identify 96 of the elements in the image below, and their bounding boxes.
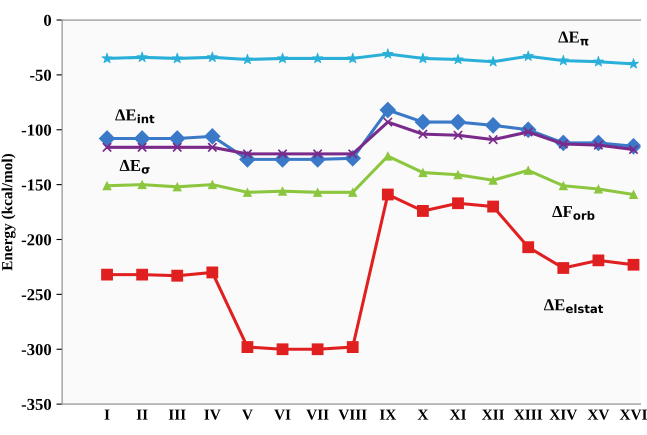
point	[278, 186, 288, 196]
y-axis-title: Energy (kcal/mol)	[2, 154, 16, 271]
point	[628, 58, 640, 69]
y-tick-label: 0	[44, 14, 52, 26]
x-tick-label: II	[136, 410, 148, 420]
point	[206, 266, 218, 278]
point	[101, 268, 113, 281]
point	[242, 341, 254, 353]
point	[278, 148, 288, 159]
point	[136, 268, 148, 281]
point	[276, 343, 288, 356]
point	[558, 54, 569, 66]
point	[594, 184, 603, 194]
point	[450, 114, 466, 130]
point	[206, 51, 218, 62]
x-tick-label: XI	[450, 410, 466, 420]
x-tick-label: X	[418, 410, 428, 420]
x-tick-label: XV	[588, 410, 610, 420]
series-label: ΔF$_{orb}$	[552, 206, 594, 220]
point	[98, 130, 116, 147]
point	[171, 270, 184, 282]
point	[136, 51, 148, 62]
point	[417, 205, 429, 217]
point	[382, 188, 394, 200]
point	[134, 130, 150, 147]
point	[628, 258, 640, 271]
point	[313, 188, 322, 197]
point	[102, 142, 112, 152]
point	[452, 54, 464, 64]
point	[208, 180, 217, 190]
point	[487, 56, 499, 67]
point	[102, 181, 112, 190]
point	[417, 52, 429, 64]
x-tick-label: I	[104, 410, 110, 420]
point	[347, 52, 358, 64]
point	[453, 130, 464, 140]
point	[484, 117, 502, 134]
point	[242, 148, 252, 159]
series-label: ΔE$_{σ}$	[120, 160, 150, 174]
series-label: ΔE$_{elstat}$	[544, 299, 604, 314]
point	[522, 50, 534, 62]
series-label: ΔE$_{int}$	[115, 109, 154, 124]
y-tick-label: -250	[22, 289, 52, 300]
point	[418, 129, 428, 140]
point	[558, 181, 568, 190]
x-tick-label: VII	[306, 410, 329, 420]
x-tick-label: III	[168, 410, 186, 420]
point	[137, 142, 148, 152]
y-tick-label: -200	[22, 234, 52, 246]
point	[452, 197, 464, 210]
point	[488, 176, 498, 185]
point	[382, 117, 393, 128]
series-label: ΔE$_{π}$	[558, 32, 588, 46]
point	[172, 52, 183, 64]
x-tick-label: XIII	[514, 410, 542, 420]
x-tick-label: VI	[274, 410, 291, 420]
point	[312, 52, 324, 64]
y-tick-label: -150	[22, 179, 52, 191]
point	[628, 190, 638, 200]
point	[172, 142, 182, 152]
x-tick-label: XII	[482, 410, 504, 420]
point	[487, 200, 500, 212]
point	[524, 166, 533, 175]
point	[169, 130, 186, 147]
point	[382, 48, 394, 59]
point	[454, 170, 463, 180]
point	[592, 56, 604, 67]
point	[242, 188, 252, 197]
y-tick-label: -100	[22, 124, 52, 136]
point	[101, 52, 113, 64]
point	[312, 343, 324, 356]
x-tick-label: XVI	[620, 410, 647, 420]
point	[522, 241, 534, 254]
x-tick-label: XIV	[550, 410, 578, 420]
point	[207, 142, 218, 152]
point	[488, 134, 498, 145]
point	[418, 168, 428, 178]
point	[276, 52, 288, 64]
y-tick-label: -300	[22, 344, 52, 356]
y-tick-label: -350	[22, 398, 52, 410]
point	[557, 262, 570, 274]
point	[346, 341, 359, 353]
x-tick-label: VIII	[338, 410, 367, 420]
point	[204, 128, 221, 145]
x-tick-label: V	[242, 410, 253, 420]
point	[380, 102, 396, 118]
point	[172, 182, 182, 192]
y-tick-label: -50	[30, 70, 52, 81]
point	[242, 54, 254, 64]
point	[414, 114, 432, 130]
point	[348, 188, 358, 197]
point	[312, 148, 323, 159]
x-tick-label: IX	[380, 410, 396, 420]
point	[592, 254, 604, 266]
x-tick-label: IV	[204, 410, 221, 420]
point	[138, 180, 147, 190]
